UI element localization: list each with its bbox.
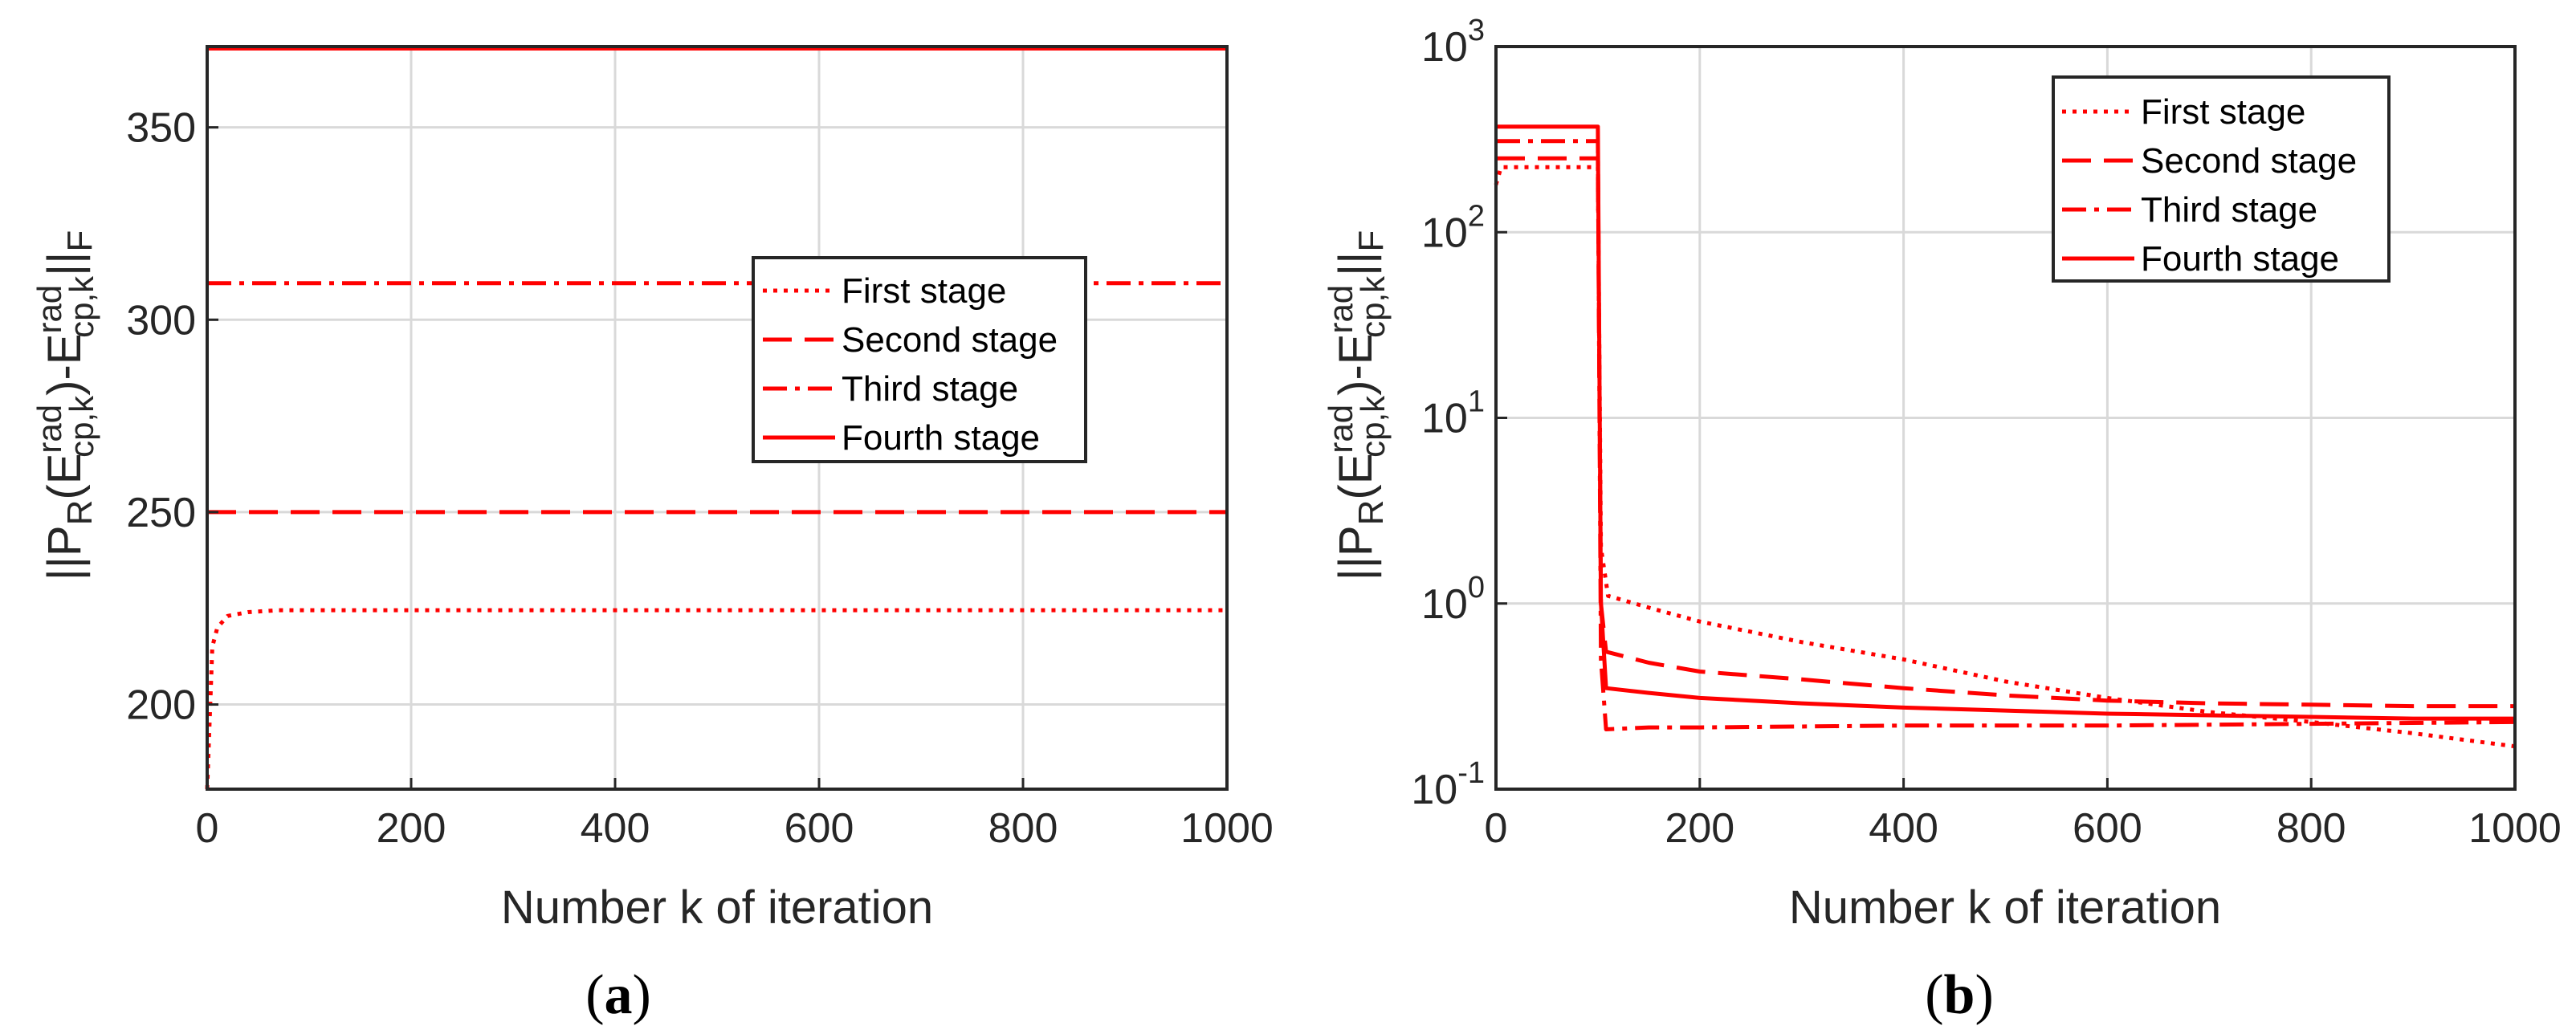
x-tick-label: 1000 (2468, 805, 2562, 852)
x-tick-label: 200 (1665, 805, 1734, 852)
x-axis-label-a: Number k of iteration (501, 881, 933, 934)
y-axis-label-a: ||PR(Eradcp,k)-Eradcp,k||F (31, 230, 100, 580)
x-tick-label: 200 (377, 805, 446, 852)
y-tick-label: 200 (126, 682, 196, 729)
panel-label-a: (a) (585, 964, 651, 1026)
series-line-b-fourth-stage (1496, 124, 2515, 721)
x-axis-label-b: Number k of iteration (1789, 881, 2221, 934)
x-tick-label: 800 (988, 805, 1058, 852)
legend-label-a-fourth: Fourth stage (842, 418, 1040, 458)
y-tick-label: 101 (1421, 385, 1485, 442)
series-group-a (205, 46, 1227, 790)
axes-frame-a (206, 45, 1229, 791)
x-tick-label: 600 (2073, 805, 2142, 852)
x-tick-label: 400 (1869, 805, 1938, 852)
y-tick-label: 300 (126, 297, 196, 344)
legend-label-b-fourth: Fourth stage (2141, 239, 2339, 279)
x-tick-label: 400 (581, 805, 650, 852)
y-tick-label: 250 (126, 490, 196, 536)
y-tick-label: 350 (126, 105, 196, 152)
legend-a: First stage Second stage Third stage Fou… (752, 256, 1087, 463)
legend-box-b (2052, 75, 2391, 283)
chart-panel-b: 0 200 400 600 800 1000 10-1 100 101 102 103 Numbe… (1322, 14, 2562, 1026)
legend-label-a-second: Second stage (842, 320, 1058, 360)
legend-label-b-first: First stage (2141, 92, 2305, 132)
x-tick-label: 0 (196, 805, 219, 852)
y-tick-label: 102 (1421, 199, 1485, 256)
legend-label-a-first: First stage (842, 271, 1006, 311)
y-tick-label: 100 (1421, 571, 1485, 628)
chart-panel-a: 0 200 400 600 800 1000 200 250 300 350 Number k … (31, 45, 1274, 1026)
x-tick-label: 0 (1485, 805, 1508, 852)
x-ticks-b: 0 200 400 600 800 1000 (1485, 778, 2562, 852)
series-group-b (1494, 124, 2516, 749)
x-tick-label: 1000 (1180, 805, 1274, 852)
series-line-a-first-stage (205, 608, 1227, 790)
legend-label-b-third: Third stage (2141, 190, 2317, 230)
y-axis-label-b: ||PR(Eradcp,k)-Eradcp,k||F (1322, 230, 1392, 580)
y-ticks-b: 10-1 100 101 102 103 (1411, 14, 1507, 813)
x-ticks-a: 0 200 400 600 800 1000 (196, 778, 1274, 852)
legend-label-a-third: Third stage (842, 369, 1018, 409)
y-tick-label: 103 (1421, 14, 1485, 71)
x-tick-label: 800 (2276, 805, 2346, 852)
legend-b: First stage Second stage Third stage Fou… (2052, 75, 2391, 283)
y-ticks-a: 200 250 300 350 (126, 105, 218, 729)
panel-label-b: (b) (1925, 964, 1994, 1026)
y-tick-label: 10-1 (1411, 756, 1485, 813)
x-tick-label: 600 (785, 805, 854, 852)
legend-label-b-second: Second stage (2141, 141, 2357, 181)
